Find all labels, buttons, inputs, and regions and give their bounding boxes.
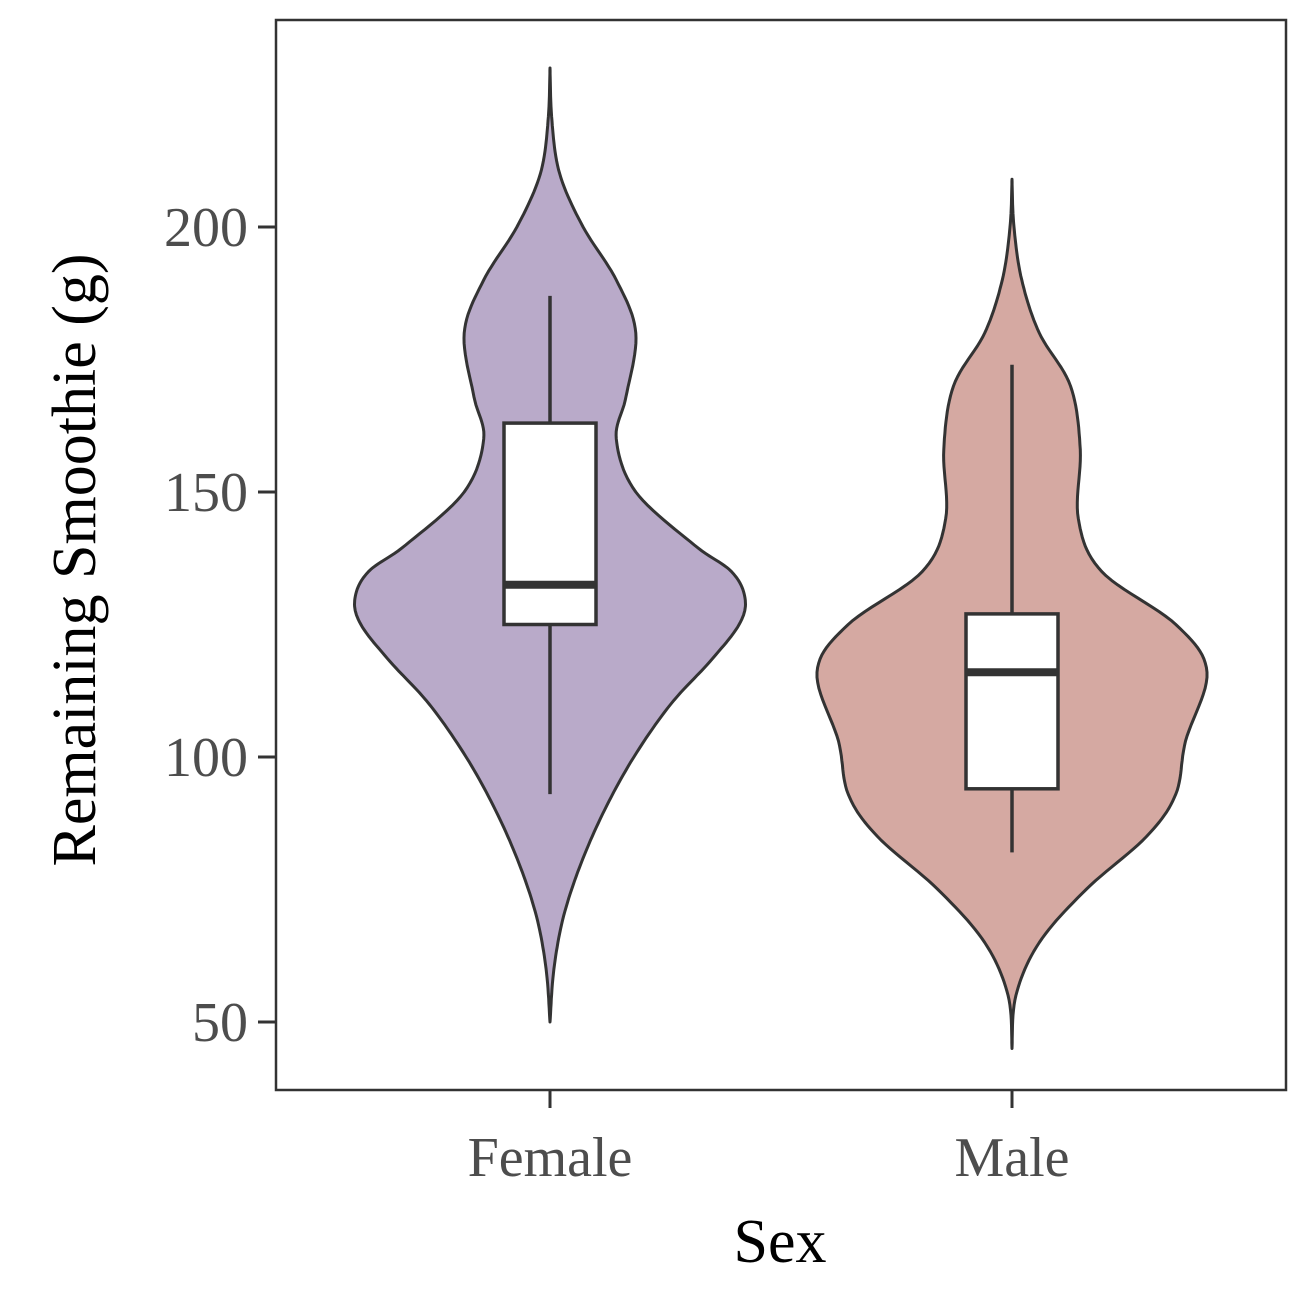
violin-group-female <box>353 66 747 1024</box>
box-male <box>964 612 1060 791</box>
y-tick-label-200: 200 <box>164 197 248 259</box>
violin-layer <box>353 66 1209 1050</box>
x-axis-title: Sex <box>734 1208 827 1276</box>
x-tick-label-female: Female <box>468 1127 633 1189</box>
y-tick-label-100: 100 <box>164 727 248 789</box>
y-tick-label-150: 150 <box>164 462 248 524</box>
box-female <box>502 421 598 627</box>
violin-group-male <box>815 177 1209 1050</box>
y-axis-title: Remaining Smoothie (g) <box>41 253 109 866</box>
x-axis: Female Male <box>468 1090 1070 1189</box>
panel-border <box>274 18 1288 1092</box>
y-tick-label-50: 50 <box>192 992 248 1054</box>
x-tick-label-male: Male <box>954 1127 1069 1189</box>
y-axis: 50 100 150 200 <box>164 197 276 1054</box>
